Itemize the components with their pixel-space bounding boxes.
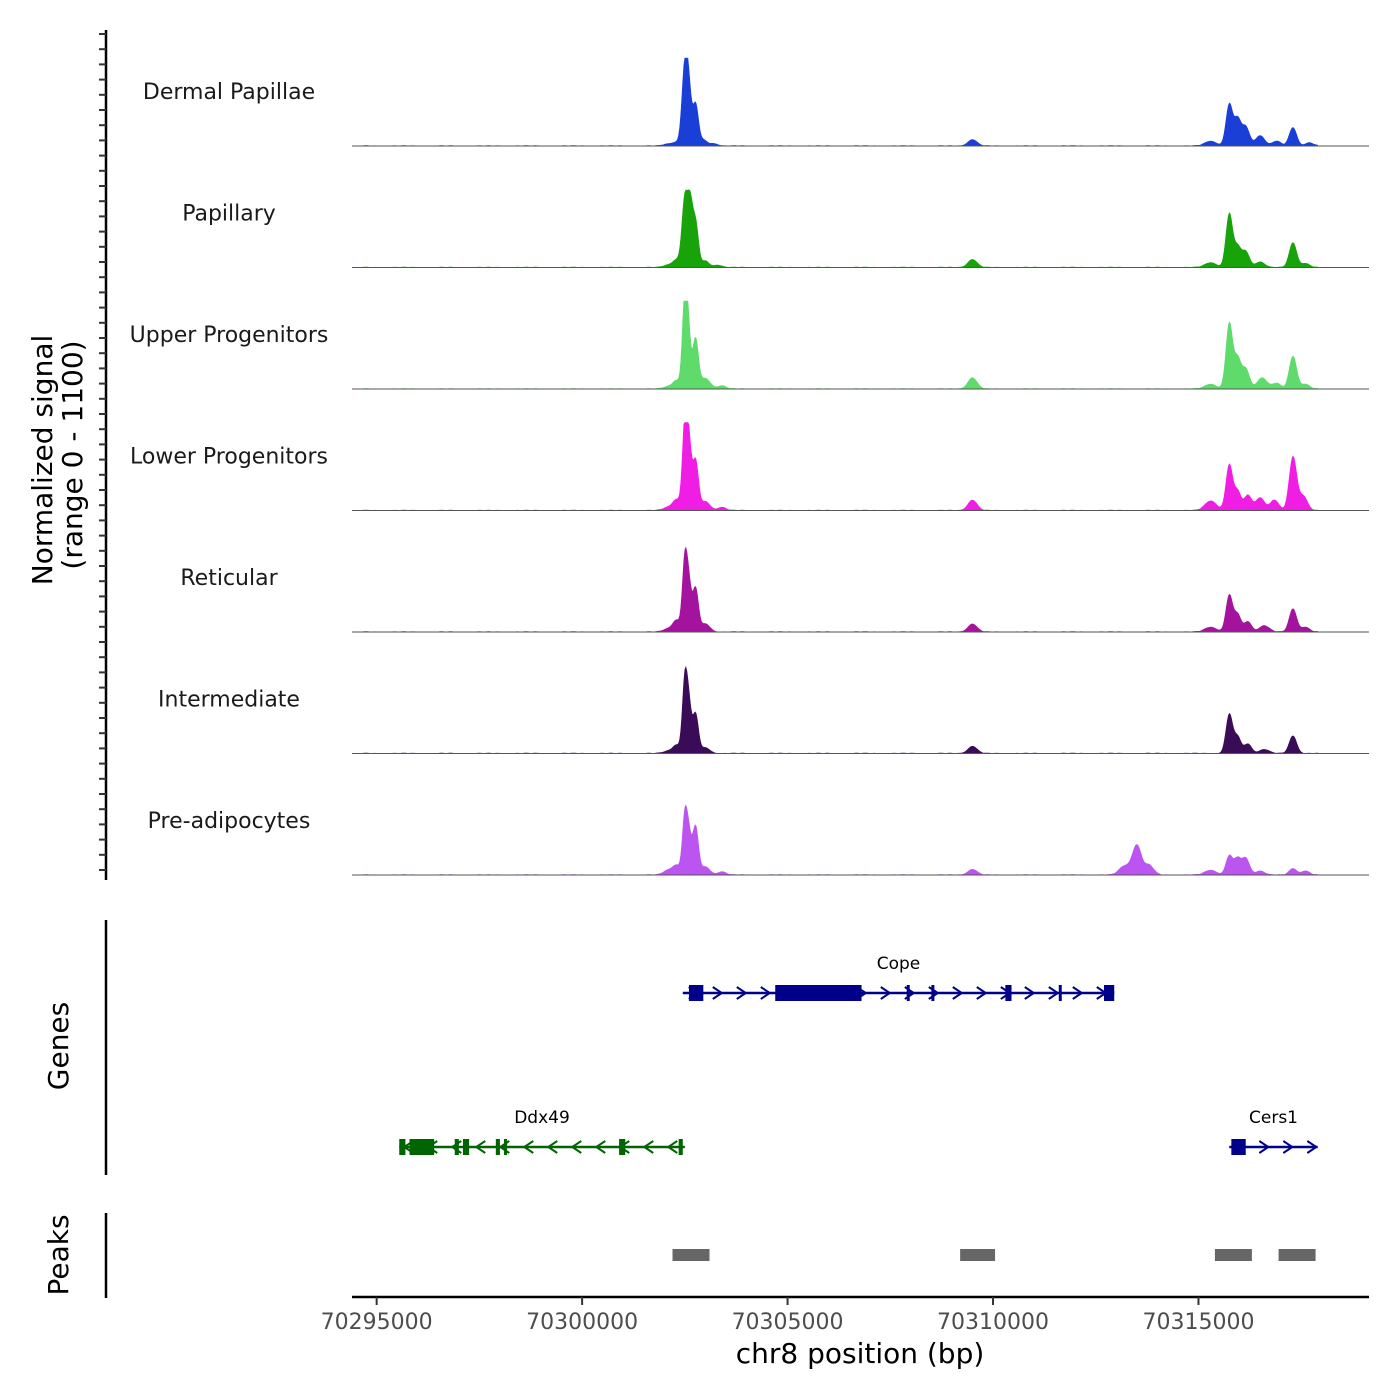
gene-exon xyxy=(906,985,910,1001)
signal-area xyxy=(359,57,1318,147)
gene-exon xyxy=(619,1139,626,1155)
track-lower-progenitors: Lower Progenitors xyxy=(130,422,1369,511)
x-tick-label: 70295000 xyxy=(321,1310,433,1335)
signal-area xyxy=(359,804,1318,876)
strand-arrow xyxy=(1048,986,1060,1000)
strand-arrow xyxy=(642,1140,654,1154)
genes-track: Cope Ddx49 Cers1 xyxy=(399,954,1319,1155)
signal-axis-title: Normalized signal xyxy=(26,335,59,586)
x-axis-title: chr8 position (bp) xyxy=(736,1337,985,1370)
strand-arrow xyxy=(1282,1140,1295,1154)
peaks-axis-title: Peaks xyxy=(42,1214,75,1295)
signal-area xyxy=(359,300,1318,390)
track-label: Papillary xyxy=(182,202,276,227)
signal-axis-subtitle: (range 0 - 1100) xyxy=(56,340,89,569)
strand-arrow xyxy=(1024,986,1036,1000)
signal-area xyxy=(359,422,1318,511)
x-tick-label: 70315000 xyxy=(1142,1310,1254,1335)
gene-exon xyxy=(454,1139,459,1155)
strand-arrow xyxy=(712,986,724,1000)
gene-label: Cope xyxy=(877,954,921,974)
signal-tracks: Dermal Papillae Papillary Upper Progenitor… xyxy=(130,57,1369,876)
x-tick-label: 70300000 xyxy=(526,1310,638,1335)
track-papillary: Papillary xyxy=(182,189,1369,268)
gene-exon xyxy=(1103,985,1115,1001)
track-label: Reticular xyxy=(180,566,278,591)
peaks-track xyxy=(672,1249,1316,1261)
track-label: Pre-adipocytes xyxy=(148,809,311,834)
signal-area xyxy=(359,189,1318,268)
strand-arrow xyxy=(1072,986,1084,1000)
track-label: Upper Progenitors xyxy=(130,323,329,348)
x-tick-label: 70310000 xyxy=(937,1310,1049,1335)
strand-arrow xyxy=(666,1140,678,1154)
genes-axis-title: Genes xyxy=(42,1002,75,1090)
strand-arrow xyxy=(976,986,988,1000)
gene-ddx49: Ddx49 xyxy=(399,1108,685,1155)
x-tick-label: 70305000 xyxy=(732,1310,844,1335)
track-label: Intermediate xyxy=(158,688,300,713)
track-intermediate: Intermediate xyxy=(158,665,1369,754)
gene-exon xyxy=(399,1139,406,1155)
peak-region xyxy=(960,1249,996,1261)
x-axis-ticks: 70295000 70300000 70305000 70310000 70315000 xyxy=(321,1297,1254,1335)
track-reticular: Reticular xyxy=(180,546,1369,633)
gene-exon xyxy=(931,985,935,1001)
track-pre-adipocytes: Pre-adipocytes xyxy=(148,804,1369,876)
peak-region xyxy=(1214,1249,1252,1261)
strand-arrow xyxy=(594,1140,606,1154)
gene-label: Ddx49 xyxy=(514,1108,570,1128)
strand-arrow xyxy=(760,986,772,1000)
peak-region xyxy=(1278,1249,1316,1261)
gene-exon xyxy=(688,985,704,1001)
strand-arrow xyxy=(474,1140,486,1154)
track-label: Dermal Papillae xyxy=(143,80,315,105)
gene-exon xyxy=(462,1139,470,1155)
strand-arrow xyxy=(546,1140,558,1154)
strand-arrow xyxy=(522,1140,534,1154)
strand-arrow xyxy=(952,986,964,1000)
gene-exon xyxy=(504,1139,508,1155)
gene-exon xyxy=(1058,985,1062,1001)
gene-exon xyxy=(495,1139,500,1155)
gene-exon xyxy=(1005,985,1012,1001)
track-label: Lower Progenitors xyxy=(130,445,328,470)
signal-y-axis-ticks xyxy=(99,33,106,871)
strand-arrow xyxy=(570,1140,582,1154)
gene-label: Cers1 xyxy=(1249,1108,1298,1128)
strand-arrow xyxy=(1306,1140,1319,1154)
gene-cope: Cope xyxy=(682,954,1115,1001)
strand-arrow xyxy=(1258,1140,1271,1154)
signal-area xyxy=(359,546,1318,633)
strand-arrow xyxy=(736,986,748,1000)
track-dermal-papillae: Dermal Papillae xyxy=(143,57,1369,147)
gene-cers1: Cers1 xyxy=(1229,1108,1319,1155)
track-upper-progenitors: Upper Progenitors xyxy=(130,300,1369,390)
peak-region xyxy=(672,1249,710,1261)
gene-exon xyxy=(409,1139,435,1155)
gene-exon xyxy=(1231,1139,1246,1155)
gene-exon xyxy=(775,985,862,1001)
gene-exon xyxy=(678,1139,683,1155)
signal-area xyxy=(359,665,1318,754)
strand-arrow xyxy=(880,986,892,1000)
